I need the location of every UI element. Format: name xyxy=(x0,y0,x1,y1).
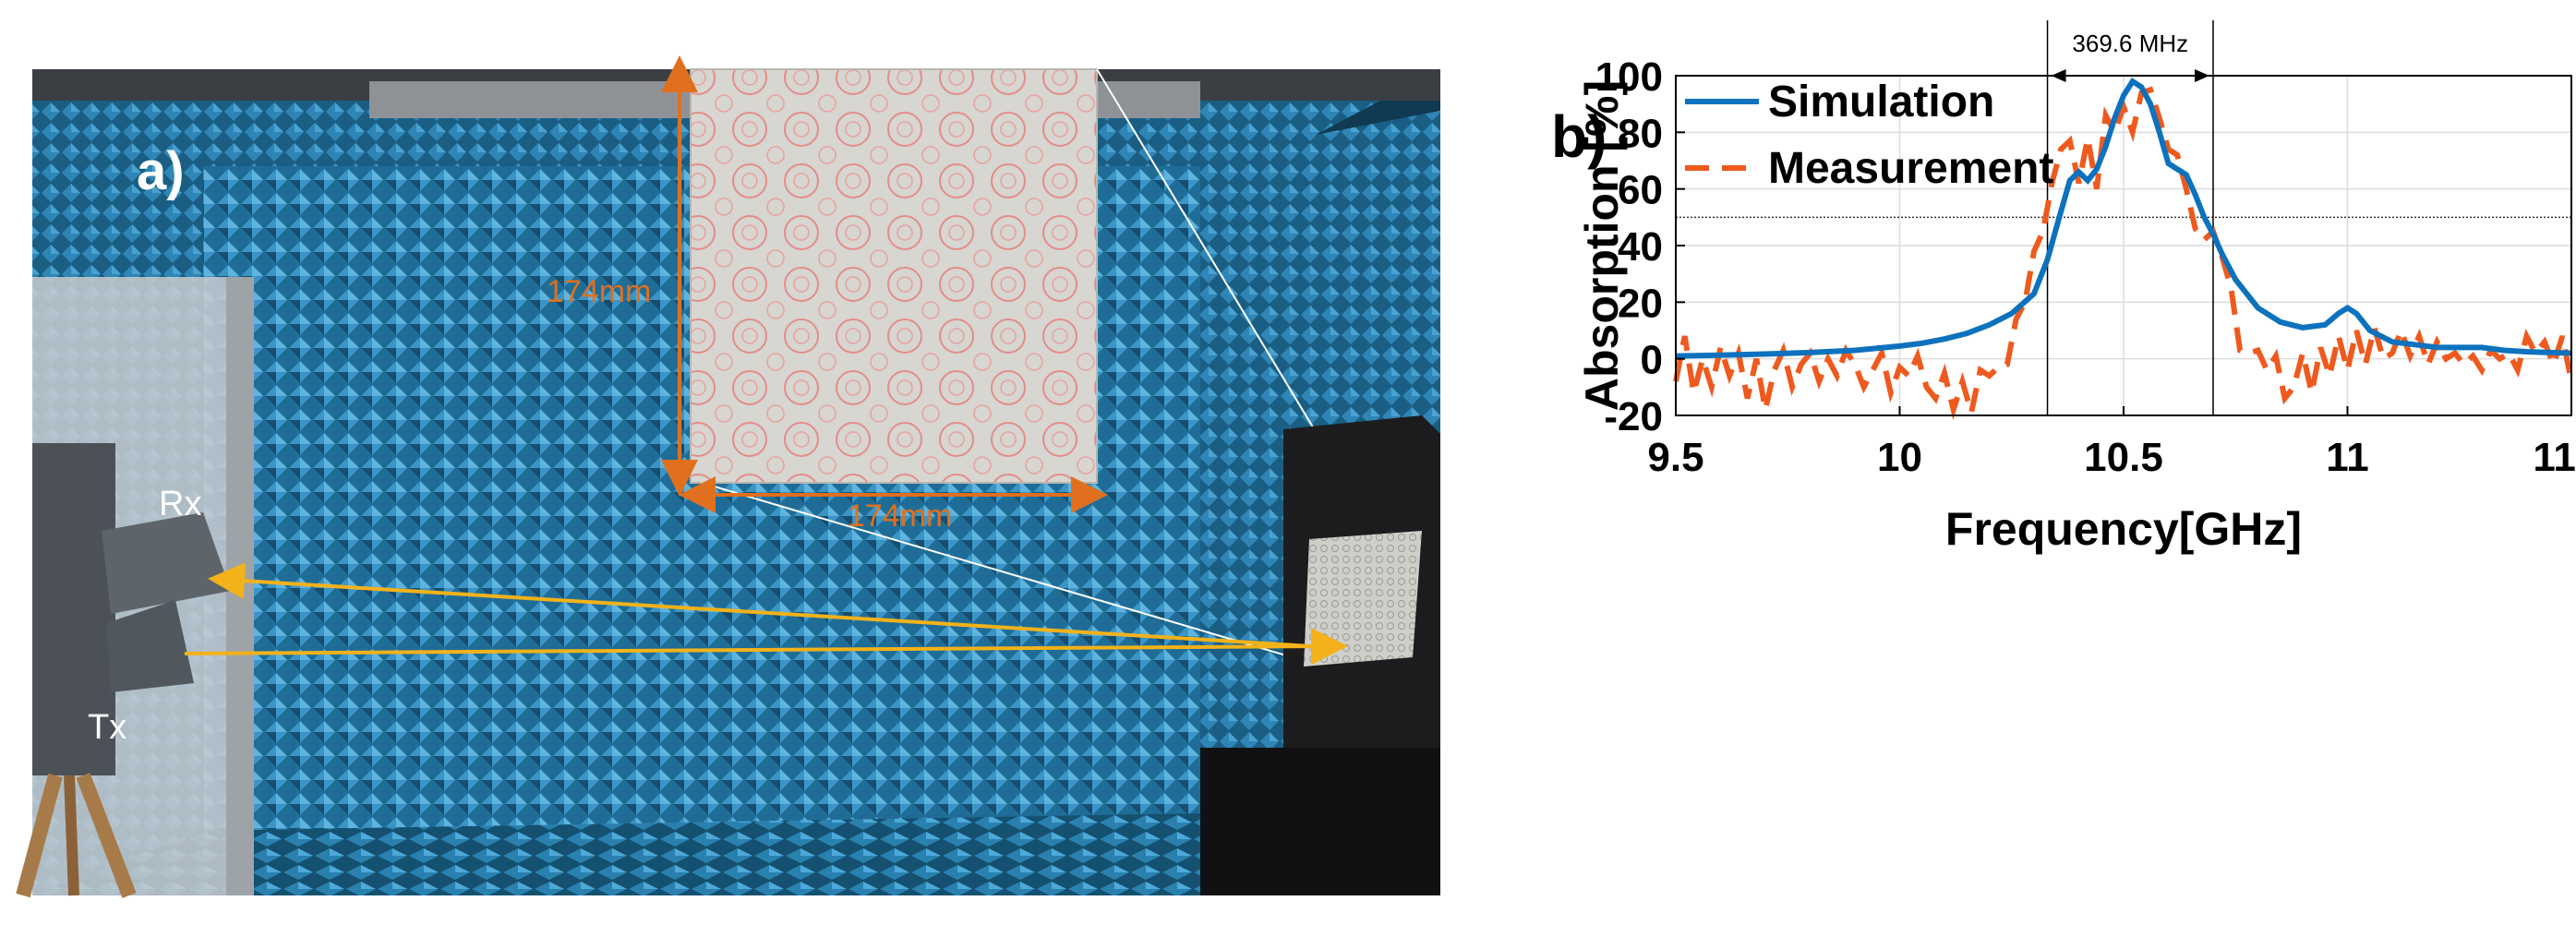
x-tick-label: 10.5 xyxy=(2084,435,2163,480)
reflected-beam-arrow xyxy=(208,562,1312,648)
panel-b-label: b) xyxy=(1551,103,1607,170)
legend-simulation-label: Simulation xyxy=(1768,78,1994,126)
incident-beam-arrow xyxy=(184,628,1348,666)
height-dimension-label: 174mm xyxy=(547,274,651,309)
tx-horn-antenna xyxy=(106,600,194,692)
x-tick-label: 9.5 xyxy=(1647,435,1703,480)
panel-a-label: a) xyxy=(137,141,185,201)
x-axis-label: Frequency[GHz] xyxy=(1945,503,2302,555)
y-tick-label: 40 xyxy=(1618,224,1663,270)
y-tick-label: 100 xyxy=(1595,54,1663,100)
width-dimension-label: 174mm xyxy=(848,499,952,534)
legend-measurement-label: Measurement xyxy=(1768,144,2053,193)
y-axis-ticks: -20 0 20 40 60 80 100 xyxy=(1595,54,1685,439)
y-tick-label: 60 xyxy=(1618,168,1663,213)
plot-series xyxy=(1673,77,2574,421)
y-tick-label: 20 xyxy=(1618,281,1663,326)
x-axis-ticks: 9.5 10 10.5 11 11.5 xyxy=(1647,406,2576,480)
floor-absorbers xyxy=(32,812,1440,895)
chart-grid xyxy=(1675,75,2572,416)
rx-label: Rx xyxy=(159,485,201,523)
sample-holder-base xyxy=(1200,748,1440,895)
x-tick-label: 10 xyxy=(1877,435,1922,480)
absorber-sample-closeup xyxy=(690,68,1098,484)
bandwidth-label: 369.6 MHz xyxy=(2072,30,2188,57)
rx-horn-antenna xyxy=(102,512,231,614)
chart-legend: Simulation Measurement xyxy=(1685,78,2053,193)
y-tick-label: 0 xyxy=(1641,338,1663,383)
measurement-setup-photo: a) 174mm 174mm Rx Tx xyxy=(16,54,1440,898)
x-tick-label: 11 xyxy=(2326,435,2369,480)
antenna-assembly xyxy=(16,443,231,898)
y-tick-label: -20 xyxy=(1604,394,1663,439)
door-post xyxy=(226,277,254,895)
y-tick-label: 80 xyxy=(1618,111,1663,156)
y-axis-label: Absorption [%] xyxy=(1576,80,1628,411)
simulation-line xyxy=(1675,77,2572,359)
absorption-chart: b) -20 0 20 40 60 80 100 9.5 10 10.5 11 11.5 369.6… xyxy=(1551,20,2576,555)
x-tick-label: 11.5 xyxy=(2533,435,2576,480)
tx-label: Tx xyxy=(88,708,126,747)
